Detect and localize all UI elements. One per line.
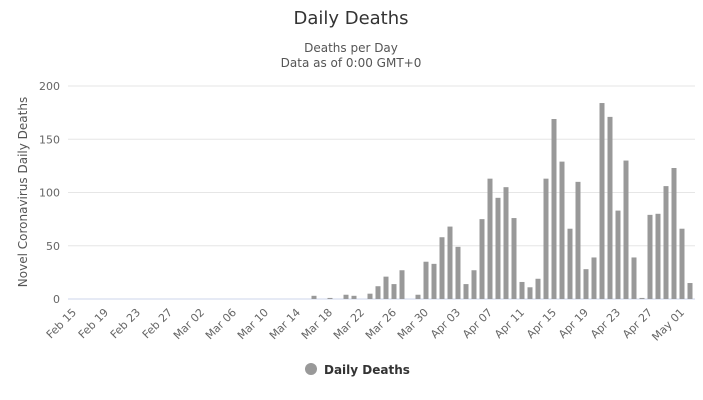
x-tick-label: Mar 30 [395, 306, 431, 342]
x-tick-label: Mar 10 [235, 306, 271, 342]
bar [487, 178, 493, 299]
y-tick-label: 200 [39, 80, 60, 93]
bar [639, 297, 645, 299]
bar [647, 214, 653, 299]
bar [327, 297, 333, 299]
bar [671, 168, 677, 299]
bar [447, 226, 453, 299]
bar [583, 269, 589, 299]
bar [495, 197, 501, 299]
bar [527, 287, 533, 299]
bar [567, 228, 573, 299]
legend-item-daily-deaths[interactable]: Daily Deaths [305, 363, 410, 377]
bar [687, 283, 693, 299]
bar [551, 119, 557, 299]
x-tick-label: Apr 23 [588, 306, 623, 341]
bar [607, 116, 613, 299]
x-tick-label: Apr 19 [556, 306, 591, 341]
x-tick-label: Feb 19 [76, 306, 111, 341]
bar [599, 103, 605, 299]
x-tick-label: Mar 06 [203, 306, 239, 342]
y-tick-label: 100 [39, 187, 60, 200]
x-tick-label: Mar 02 [171, 306, 207, 342]
bar [519, 281, 525, 299]
legend-marker-icon [305, 363, 317, 375]
x-tick-label: Feb 27 [140, 306, 175, 341]
bar [391, 284, 397, 299]
x-tick-label: Apr 03 [428, 306, 463, 341]
bar [623, 160, 629, 299]
legend-label: Daily Deaths [324, 363, 410, 377]
x-tick-label: Mar 14 [267, 306, 303, 342]
bar [367, 293, 373, 299]
bar [655, 213, 661, 299]
x-tick-label: Apr 07 [460, 306, 495, 341]
chart-subtitle-line1: Deaths per Day [304, 41, 398, 55]
bar [375, 286, 381, 299]
bar [511, 218, 517, 299]
bar [535, 278, 541, 299]
y-tick-label: 150 [39, 133, 60, 146]
bar [575, 181, 581, 299]
bar [415, 294, 421, 299]
bar [679, 228, 685, 299]
x-tick-label: May 01 [649, 306, 687, 344]
x-tick-label: Feb 15 [44, 306, 79, 341]
y-tick-label: 50 [46, 240, 60, 253]
bar [431, 263, 437, 299]
bar [479, 219, 485, 299]
bar [423, 261, 429, 299]
bar [383, 276, 389, 299]
bar [559, 161, 565, 299]
bar [399, 270, 405, 299]
bar [503, 187, 509, 299]
bar [663, 186, 669, 299]
bar [343, 294, 349, 299]
bar [631, 257, 637, 299]
bar [455, 246, 461, 299]
bar [351, 295, 357, 299]
bar [591, 257, 597, 299]
bar [543, 178, 549, 299]
chart-title: Daily Deaths [293, 8, 408, 29]
bar [471, 270, 477, 299]
x-tick-label: Apr 11 [492, 306, 527, 341]
bar [615, 210, 621, 299]
bar [311, 295, 317, 299]
bar [439, 237, 445, 299]
y-axis-title: Novel Coronavirus Daily Deaths [16, 97, 30, 287]
x-tick-label: Mar 18 [299, 306, 335, 342]
x-tick-label: Feb 23 [108, 306, 143, 341]
chart-subtitle-line2: Data as of 0:00 GMT+0 [281, 56, 422, 70]
x-tick-label: Mar 26 [363, 306, 399, 342]
x-tick-label: Apr 15 [524, 306, 559, 341]
y-tick-label: 0 [53, 293, 60, 306]
x-tick-label: Mar 22 [331, 306, 367, 342]
bar [463, 284, 469, 299]
